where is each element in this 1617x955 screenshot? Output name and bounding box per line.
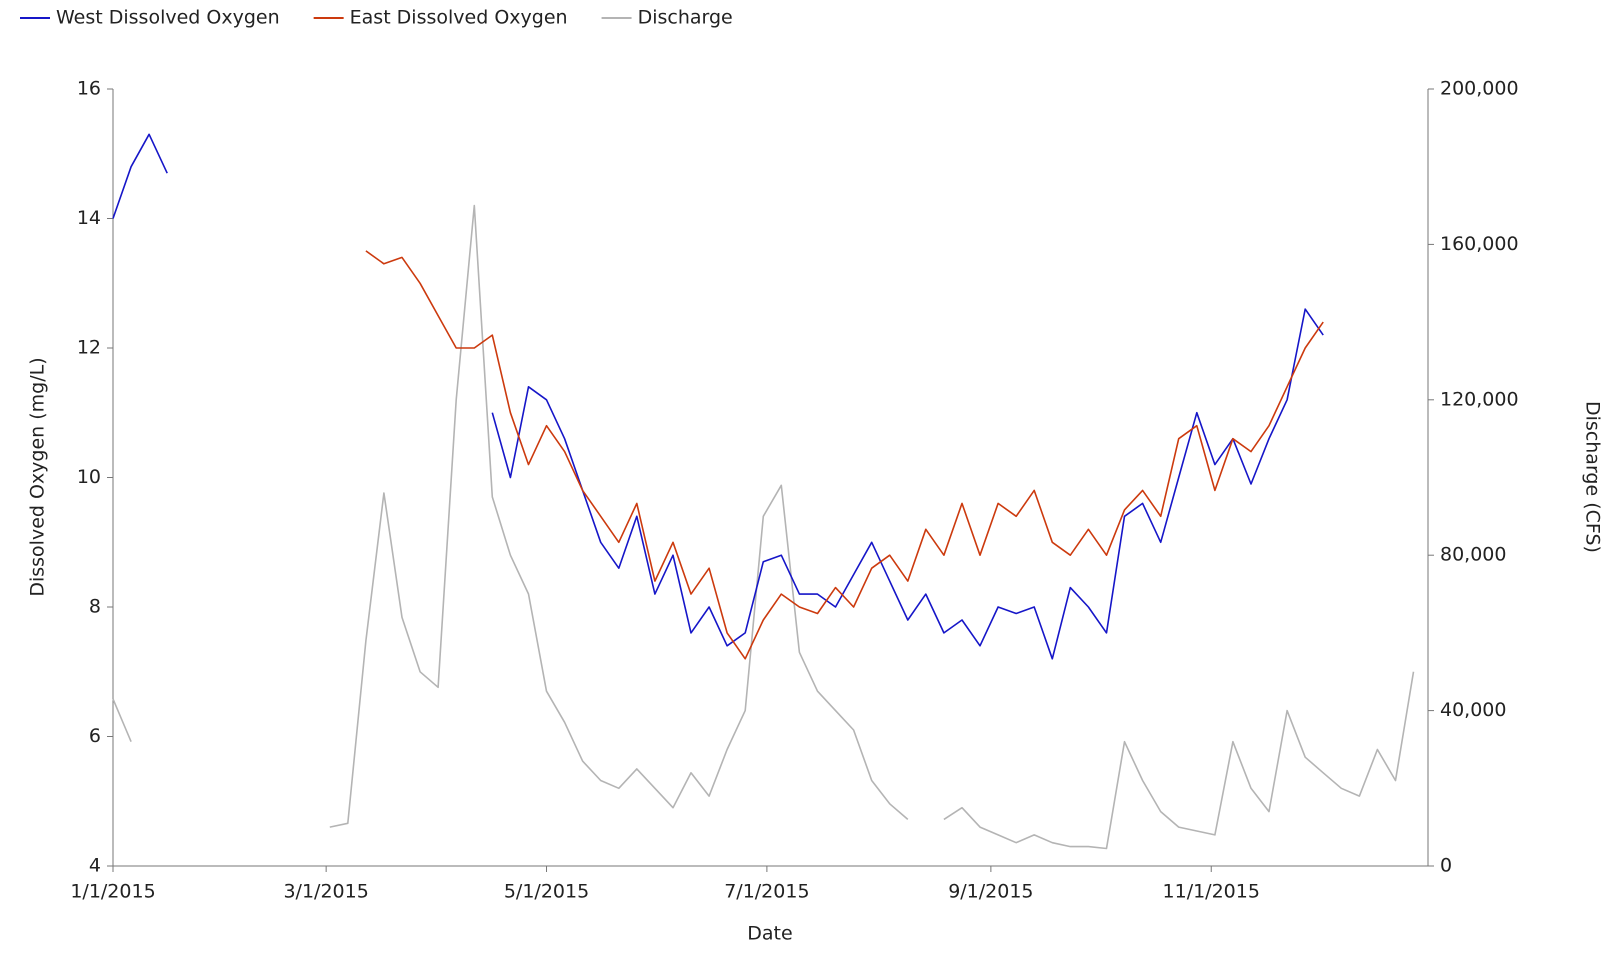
x-tick-label: 5/1/2015 [504,881,589,903]
y2-axis-title: Discharge (CFS) [1582,401,1604,553]
y-tick-label: 16 [77,78,101,100]
legend-label: East Dissolved Oxygen [350,7,568,29]
y2-tick-label: 80,000 [1440,544,1506,566]
y-tick-label: 6 [89,725,101,747]
y-axis-title: Dissolved Oxygen (mg/L) [27,357,49,596]
y2-tick-label: 120,000 [1440,388,1519,410]
data-line [112,133,1324,660]
y-tick-label: 8 [89,596,101,618]
y-tick-label: 4 [89,855,101,877]
data-line [365,250,1324,660]
x-tick-label: 1/1/2015 [70,881,155,903]
x-tick-label: 9/1/2015 [948,881,1033,903]
y2-tick-label: 160,000 [1440,233,1519,255]
y-tick-label: 14 [77,207,101,229]
y-tick-label: 12 [77,337,101,359]
y-tick-label: 10 [77,466,101,488]
x-tick-label: 3/1/2015 [283,881,368,903]
x-axis-title: Date [747,923,792,945]
legend-label: Discharge [638,7,733,29]
x-tick-label: 7/1/2015 [724,881,809,903]
legend-label: West Dissolved Oxygen [56,7,280,29]
y2-tick-label: 40,000 [1440,699,1506,721]
y2-tick-label: 0 [1440,855,1452,877]
y2-tick-label: 200,000 [1440,78,1519,100]
x-tick-label: 11/1/2015 [1163,881,1260,903]
data-line [112,204,1415,850]
